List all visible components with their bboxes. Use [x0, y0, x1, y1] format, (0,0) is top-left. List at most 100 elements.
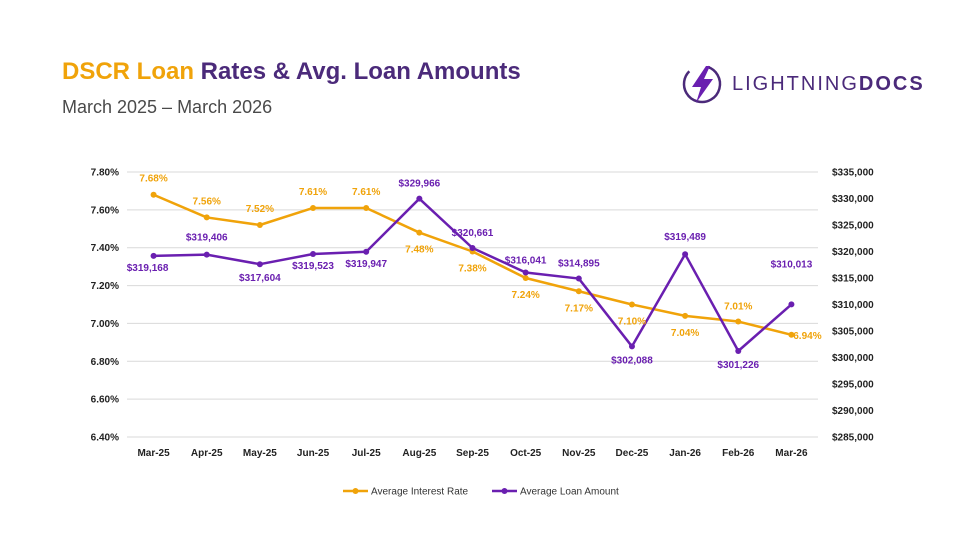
- y-right-tick-label: $325,000: [832, 221, 874, 232]
- title-main: Rates & Avg. Loan Amounts: [200, 58, 521, 85]
- rate-data-label: 7.10%: [618, 317, 646, 328]
- rate-data-label: 7.68%: [139, 174, 167, 185]
- amount-point: [788, 301, 795, 308]
- amount-point: [575, 275, 582, 282]
- rate-data-label: 7.56%: [193, 196, 221, 207]
- y-left-tick-label: 7.80%: [91, 168, 119, 179]
- y-right-tick-label: $330,000: [832, 194, 874, 205]
- amount-data-label: $319,168: [127, 263, 169, 274]
- rate-data-label: 7.24%: [511, 290, 539, 301]
- y-right-tick-label: $285,000: [832, 433, 874, 444]
- amount-data-label: $316,041: [505, 255, 547, 266]
- amount-data-label: $320,661: [452, 228, 494, 239]
- x-tick-label: Oct-25: [510, 448, 542, 459]
- y-left-tick-label: 7.00%: [91, 319, 119, 330]
- data-labels: 7.68% 7.56% 7.52% 7.61% 7.61% 7.48% 7.38% 7.24%…: [127, 174, 822, 371]
- x-tick-label: Jul-25: [352, 448, 381, 459]
- y-right-tick-label: $295,000: [832, 380, 874, 391]
- rate-point: [788, 331, 795, 338]
- x-tick-label: May-25: [243, 448, 277, 459]
- rate-data-label: 7.04%: [671, 328, 699, 339]
- rate-data-label: 7.52%: [246, 204, 274, 215]
- x-tick-label: Nov-25: [562, 448, 596, 459]
- rate-data-label: 7.17%: [565, 303, 593, 314]
- x-tick-label: Dec-25: [616, 448, 649, 459]
- y-right-tick-label: $315,000: [832, 274, 874, 285]
- rate-point: [256, 222, 263, 228]
- x-tick-label: Jun-25: [297, 448, 330, 459]
- x-tick-label: Feb-26: [722, 448, 755, 459]
- x-tick-label: Mar-26: [775, 448, 808, 459]
- axes: 6.40% 6.60% 6.80% 7.00% 7.20% 7.40% 7.60% 7.80%…: [91, 168, 875, 460]
- title-accent: DSCR Loan: [62, 58, 194, 85]
- amount-data-label: $301,226: [717, 360, 759, 371]
- y-right-tick-label: $300,000: [832, 353, 874, 364]
- rate-point: [416, 229, 423, 236]
- x-tick-label: Mar-25: [137, 448, 170, 459]
- y-left-tick-label: 6.40%: [91, 433, 119, 444]
- y-right-tick-label: $310,000: [832, 300, 874, 311]
- amount-point: [735, 348, 742, 355]
- rate-data-label: 6.94%: [793, 331, 821, 342]
- amount-point: [682, 251, 689, 258]
- legend-label-loan-amount: Average Loan Amount: [520, 487, 619, 498]
- lightning-bolt-icon: [682, 64, 722, 104]
- legend-marker-interest-rate: [352, 488, 359, 494]
- amount-point: [203, 251, 210, 258]
- amount-point: [469, 244, 476, 251]
- chart-title: DSCR Loan Rates & Avg. Loan Amounts: [62, 58, 521, 86]
- amount-point: [310, 251, 317, 258]
- rate-data-label: 7.38%: [458, 264, 486, 275]
- amount-data-label: $319,489: [664, 232, 706, 243]
- logo-text: LIGHTNINGDOCS: [732, 73, 925, 96]
- amount-data-label: $319,406: [186, 233, 228, 244]
- gridlines: [127, 171, 818, 438]
- y-left-tick-label: 7.60%: [91, 205, 119, 216]
- y-right-tick-label: $290,000: [832, 406, 874, 417]
- logo-text-bold: DOCS: [858, 72, 925, 95]
- y-left-tick-label: 6.60%: [91, 395, 119, 406]
- amount-data-label: $319,523: [292, 261, 334, 272]
- amount-point: [363, 248, 370, 255]
- x-tick-label: Sep-25: [456, 448, 489, 459]
- rate-point: [310, 204, 317, 211]
- y-right-tick-label: $305,000: [832, 327, 874, 338]
- y-left-tick-label: 7.20%: [91, 281, 119, 292]
- amount-data-label: $310,013: [771, 259, 813, 270]
- logo-text-light: LIGHTNING: [732, 72, 859, 95]
- rate-point: [628, 301, 635, 308]
- amount-data-label: $314,895: [558, 259, 600, 270]
- rate-data-label: 7.61%: [299, 187, 327, 198]
- amount-data-label: $329,966: [398, 179, 440, 190]
- rate-data-label: 7.01%: [724, 302, 752, 313]
- amount-point: [150, 252, 157, 259]
- rate-point: [150, 191, 157, 198]
- y-left-tick-label: 6.80%: [91, 357, 119, 368]
- lightningdocs-logo: LIGHTNINGDOCS: [680, 62, 925, 106]
- amount-data-label: $302,088: [611, 355, 653, 366]
- amount-data-label: $317,604: [239, 273, 281, 284]
- legend-label-interest-rate: Average Interest Rate: [371, 487, 469, 498]
- y-right-tick-label: $320,000: [832, 247, 874, 258]
- amount-point: [522, 269, 529, 276]
- amount-point: [256, 261, 263, 268]
- rate-point: [735, 318, 742, 325]
- y-right-tick-label: $335,000: [832, 168, 874, 179]
- legend: Average Interest Rate Average Loan Amount: [343, 487, 619, 498]
- rate-point: [575, 288, 582, 295]
- legend-marker-loan-amount: [501, 488, 508, 494]
- rate-data-label: 7.61%: [352, 187, 380, 198]
- rate-point: [522, 275, 529, 281]
- x-tick-label: Apr-25: [191, 448, 223, 459]
- series: [150, 191, 795, 355]
- rate-data-label: 7.48%: [405, 245, 433, 256]
- x-tick-label: Jan-26: [669, 448, 701, 459]
- amount-point: [628, 343, 635, 350]
- amount-point: [416, 195, 423, 202]
- rate-point: [363, 204, 370, 211]
- rate-point: [203, 214, 210, 221]
- rate-point: [682, 312, 689, 319]
- x-tick-label: Aug-25: [402, 448, 436, 459]
- chart-subtitle: March 2025 – March 2026: [62, 97, 273, 117]
